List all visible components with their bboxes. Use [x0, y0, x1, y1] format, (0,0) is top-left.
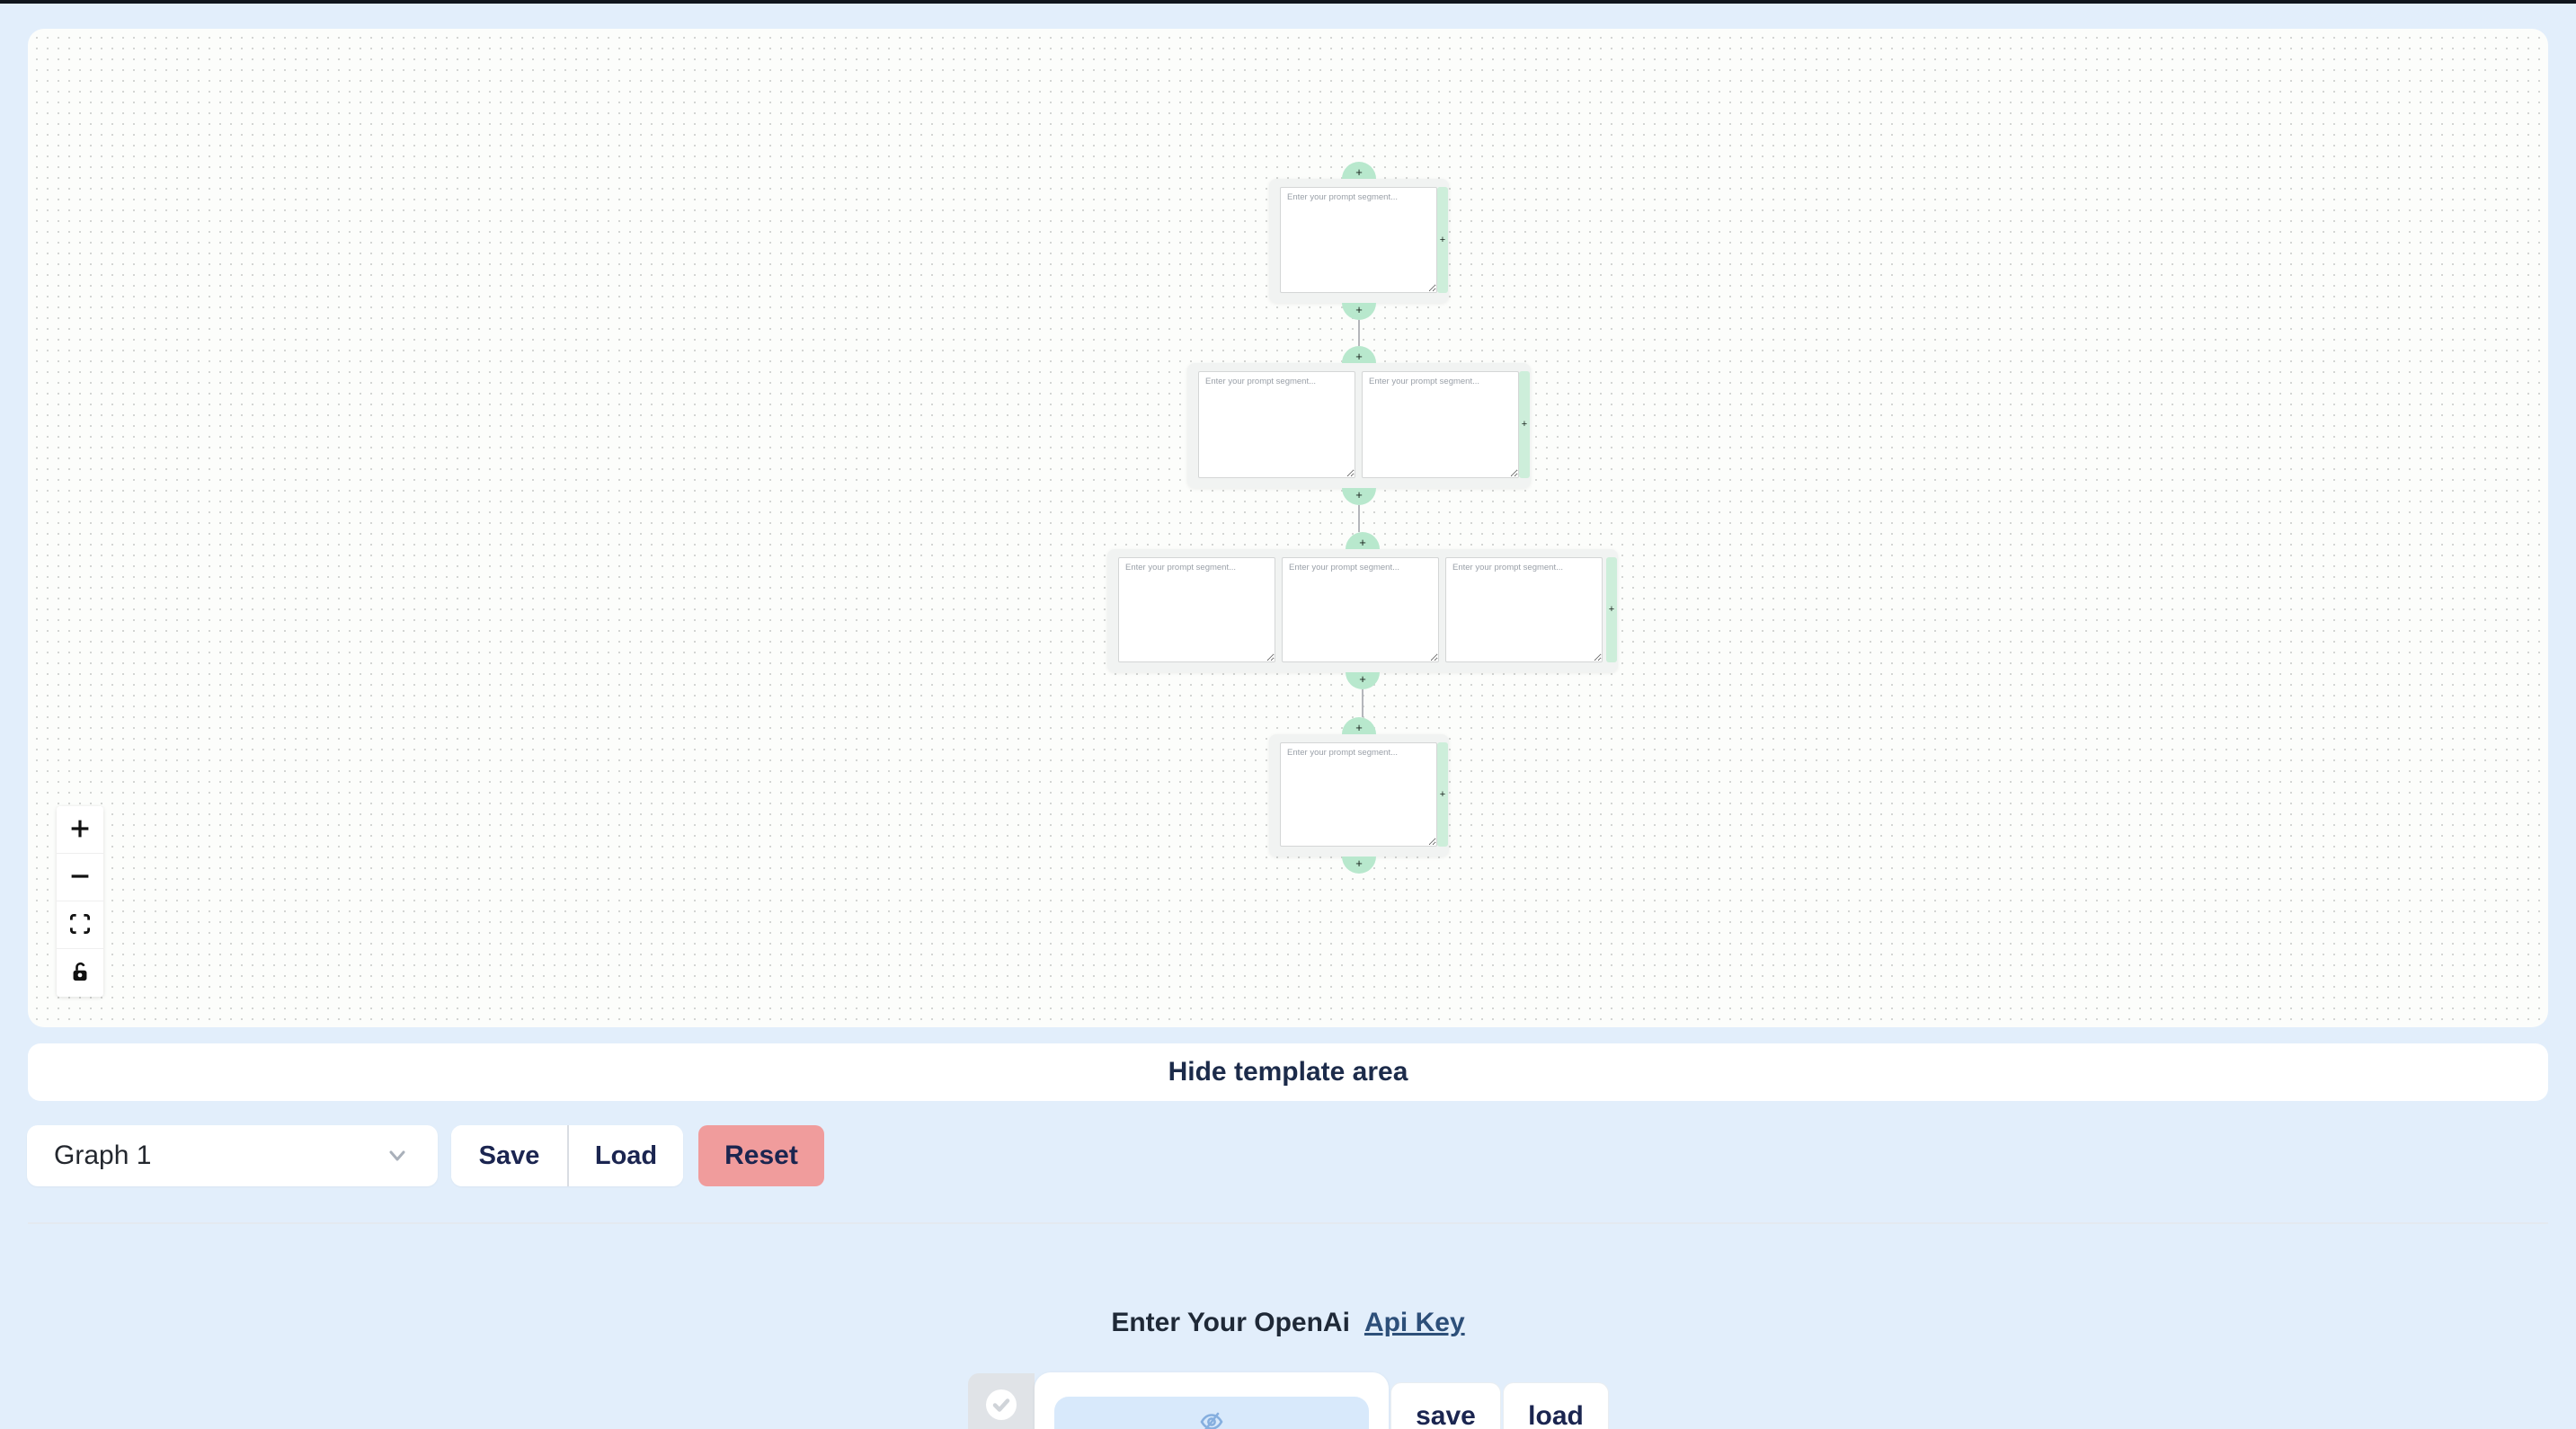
node-handle-bottom[interactable]: + — [1342, 488, 1376, 505]
api-key-confirm-button[interactable] — [968, 1373, 1035, 1429]
prompt-segment-input[interactable] — [1198, 371, 1355, 478]
api-heading: Enter Your OpenAi Api Key — [0, 1308, 2576, 1338]
node-handle-bottom[interactable]: + — [1342, 303, 1376, 320]
prompt-segment-input[interactable] — [1118, 557, 1275, 662]
edge-connector — [1358, 320, 1360, 346]
node-handle-top[interactable]: + — [1342, 346, 1376, 363]
add-segment-button[interactable]: + — [1606, 557, 1617, 662]
graph-select[interactable]: Graph 1 — [27, 1125, 438, 1186]
flow-canvas[interactable]: + + + + + + + + + + + + — [28, 29, 2548, 1027]
flow-controls — [57, 806, 103, 997]
divider — [28, 1222, 2548, 1224]
check-circle-icon — [985, 1389, 1017, 1429]
plus-icon — [67, 815, 93, 845]
eye-off-icon — [1197, 1407, 1226, 1429]
hide-template-area-button[interactable]: Hide template area — [28, 1043, 2548, 1101]
fit-view-icon — [67, 911, 93, 939]
reset-graph-button[interactable]: Reset — [698, 1125, 824, 1186]
saveload-group: Save Load — [451, 1125, 683, 1186]
prompt-segment-input[interactable] — [1280, 187, 1437, 293]
add-segment-button[interactable]: + — [1519, 371, 1530, 478]
node-handle-top[interactable]: + — [1342, 162, 1376, 179]
edge-connector — [1362, 689, 1364, 717]
node-handle-top[interactable]: + — [1346, 532, 1380, 549]
prompt-node[interactable]: + + + — [1187, 346, 1531, 505]
api-key-link[interactable]: Api Key — [1364, 1308, 1465, 1337]
node-handle-bottom[interactable]: + — [1342, 857, 1376, 874]
api-key-input[interactable] — [1054, 1397, 1369, 1429]
chevron-down-icon — [384, 1142, 411, 1169]
zoom-out-button[interactable] — [57, 854, 103, 901]
lock-button[interactable] — [57, 949, 103, 997]
prompt-segment-input[interactable] — [1282, 557, 1439, 662]
edge-connector — [1358, 505, 1360, 532]
node-handle-top[interactable]: + — [1342, 717, 1376, 734]
prompt-node[interactable]: + + + — [1107, 532, 1618, 689]
node-handle-bottom[interactable]: + — [1346, 672, 1380, 689]
minus-icon — [67, 863, 93, 892]
api-key-card — [1035, 1372, 1389, 1429]
api-load-button[interactable]: load — [1503, 1382, 1609, 1429]
fit-view-button[interactable] — [57, 901, 103, 949]
prompt-node[interactable]: + + + — [1269, 717, 1449, 874]
prompt-segment-input[interactable] — [1280, 742, 1437, 847]
save-graph-button[interactable]: Save — [451, 1125, 567, 1186]
add-segment-button[interactable]: + — [1437, 187, 1448, 293]
prompt-node[interactable]: + + + — [1269, 162, 1449, 320]
add-segment-button[interactable]: + — [1437, 742, 1448, 847]
graph-select-value: Graph 1 — [54, 1141, 152, 1170]
api-save-button[interactable]: save — [1390, 1382, 1501, 1429]
api-heading-text: Enter Your OpenAi — [1111, 1308, 1350, 1337]
window-top-bar — [0, 0, 2576, 4]
prompt-segment-input[interactable] — [1445, 557, 1603, 662]
zoom-in-button[interactable] — [57, 806, 103, 854]
load-graph-button[interactable]: Load — [567, 1125, 683, 1186]
prompt-segment-input[interactable] — [1362, 371, 1519, 478]
unlock-icon — [67, 959, 93, 987]
